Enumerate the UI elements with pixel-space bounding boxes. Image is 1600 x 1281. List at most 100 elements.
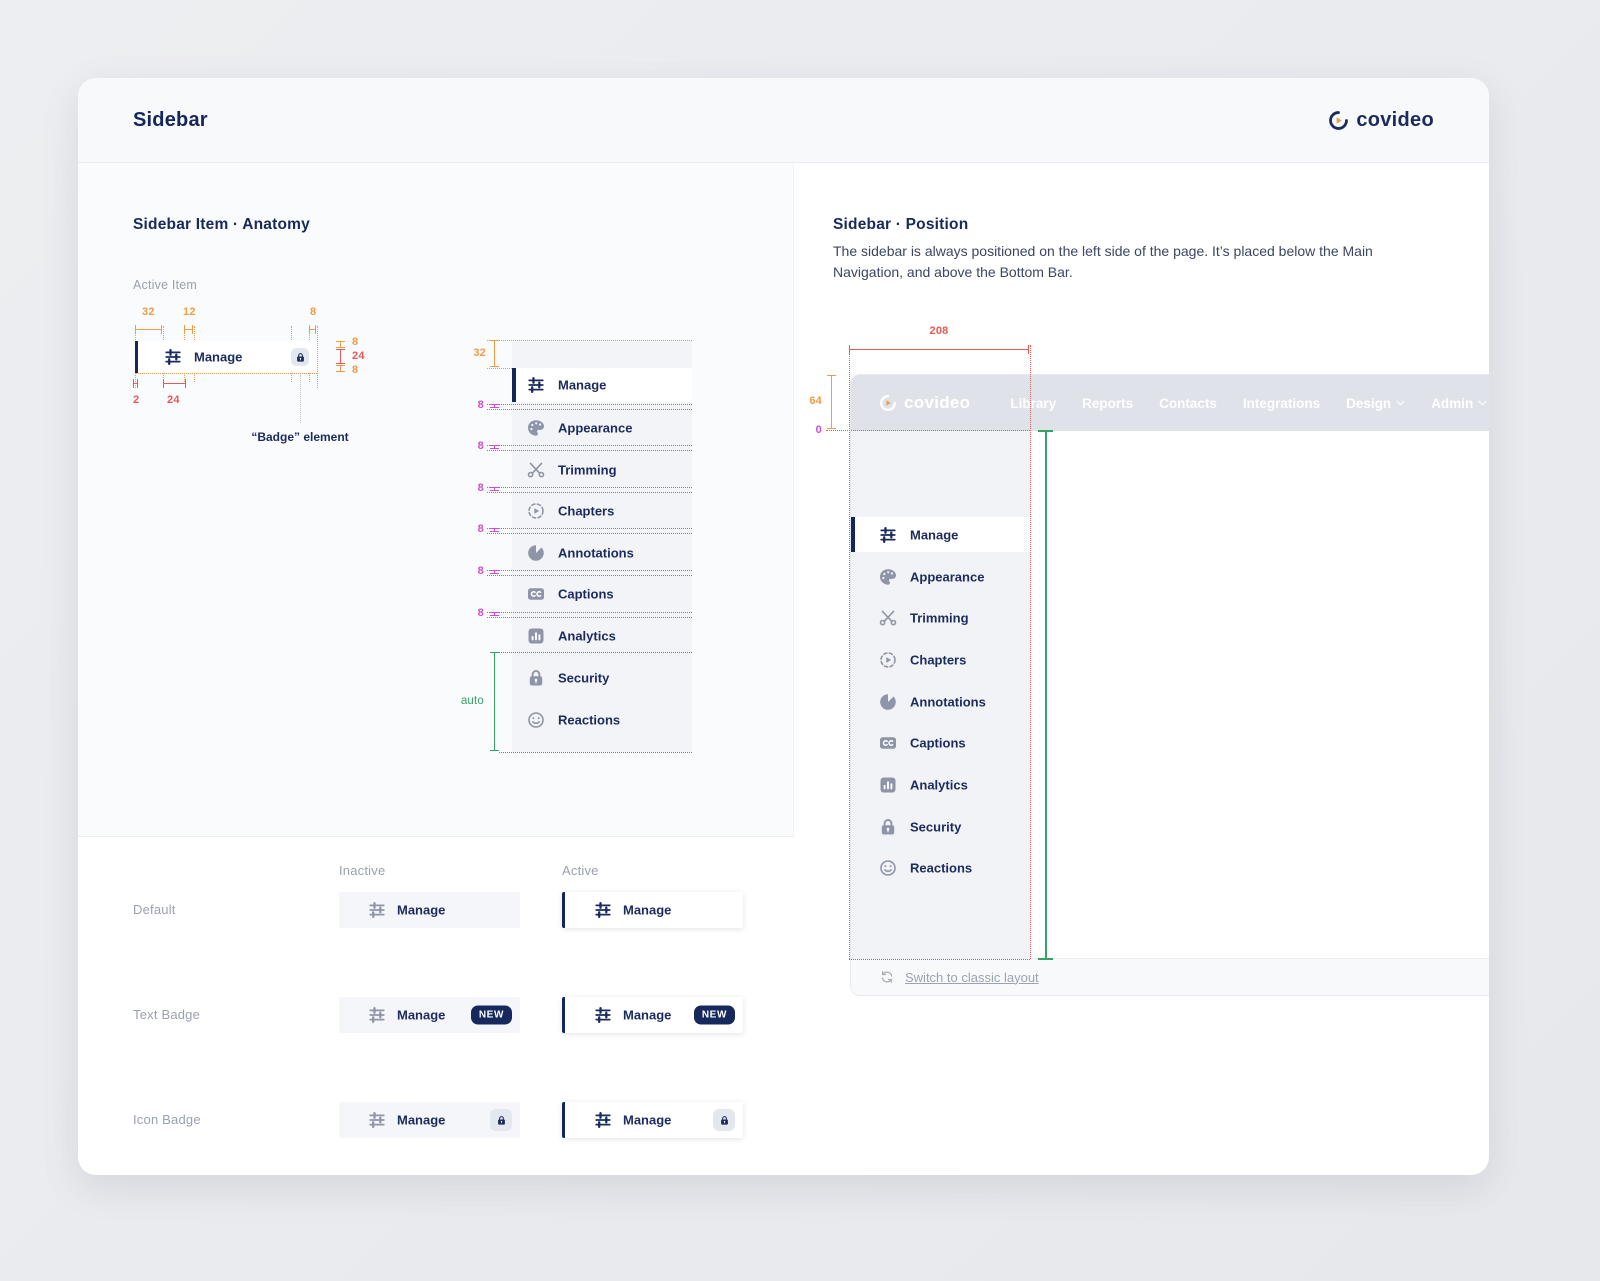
- sidebar-item-trimming[interactable]: Trimming: [512, 453, 692, 487]
- measure-bracket: [133, 379, 138, 388]
- state-cell-textbadge-inactive[interactable]: Manage NEW: [339, 997, 520, 1033]
- sidebar-item-chapters[interactable]: Chapters: [512, 494, 692, 528]
- guide-line: [487, 575, 692, 576]
- sidebar-item-appearance[interactable]: Appearance: [512, 411, 692, 445]
- item-label: Trimming: [558, 462, 617, 478]
- covideo-logo-nav[interactable]: covideo: [879, 393, 970, 413]
- nav-label: Reports: [1082, 395, 1134, 411]
- guide-line: [487, 487, 692, 488]
- card-header: Sidebar covideo: [78, 78, 1489, 163]
- guide-line: [317, 326, 318, 388]
- nav-item-contacts[interactable]: Contacts: [1159, 396, 1217, 411]
- nav-label: Contacts: [1159, 395, 1217, 411]
- sidebar: Manage Appearance Trimming Chapters Anno…: [851, 431, 1031, 960]
- nav-item-design[interactable]: Design: [1346, 396, 1405, 411]
- measure-list-top: 32: [473, 347, 486, 359]
- sliders-icon: [593, 900, 613, 920]
- guide-line: [826, 430, 1030, 431]
- sliders-icon: [878, 525, 898, 545]
- analytics-icon: [526, 626, 546, 646]
- sidebar-item-manage[interactable]: Manage: [851, 517, 1031, 552]
- lock-icon: [878, 817, 898, 837]
- measure-bracket: [184, 325, 193, 334]
- guide-line: [135, 373, 317, 374]
- nav-item-integrations[interactable]: Integrations: [1243, 396, 1320, 411]
- sidebar-item-annotations[interactable]: Annotations: [851, 684, 1031, 719]
- measure-icon-size: 24: [167, 394, 180, 406]
- sliders-icon: [367, 900, 387, 920]
- state-cell-iconbadge-active[interactable]: Manage: [562, 1102, 743, 1138]
- guide-line: [487, 492, 692, 493]
- chevron-down-icon: [1396, 400, 1405, 406]
- measure-pad-top: 8: [352, 336, 359, 348]
- measure-bracket: [309, 325, 316, 334]
- item-label: Chapters: [910, 652, 967, 667]
- covideo-logo: covideo: [1328, 109, 1434, 132]
- state-cell-default-inactive[interactable]: Manage: [339, 892, 520, 928]
- item-label: Annotations: [558, 545, 634, 561]
- nav-item-library[interactable]: Library: [1010, 396, 1056, 411]
- active-indicator-bar: [851, 517, 855, 552]
- nav-item-reports[interactable]: Reports: [1082, 396, 1133, 411]
- page-title: Sidebar: [133, 108, 208, 131]
- guide-line: [487, 528, 692, 529]
- item-label: Security: [910, 819, 962, 834]
- item-label: Manage: [623, 1112, 672, 1128]
- measure-bracket: [336, 341, 345, 348]
- sidebar-item-captions[interactable]: Captions: [512, 577, 692, 611]
- covideo-logo-icon: [879, 394, 897, 412]
- measure-icon-gap: 12: [183, 306, 196, 318]
- measure-bracket: [490, 340, 499, 367]
- app-mockup: covideo Library Reports Contacts Integra…: [850, 374, 1489, 996]
- state-cell-textbadge-active[interactable]: Manage NEW: [562, 997, 743, 1033]
- sidebar-item-analytics[interactable]: Analytics: [512, 619, 692, 653]
- row-label-icon-badge: Icon Badge: [133, 1112, 201, 1127]
- scissors-icon: [526, 460, 546, 480]
- switch-layout-link[interactable]: Switch to classic layout: [905, 969, 1039, 985]
- sidebar-item-reactions[interactable]: Reactions: [851, 850, 1031, 885]
- refresh-icon[interactable]: [879, 969, 895, 985]
- sidebar-item-annotations[interactable]: Annotations: [512, 536, 692, 570]
- guide-line: [487, 612, 692, 613]
- sidebar-item-trimming[interactable]: Trimming: [851, 600, 1031, 635]
- nav-item-admin[interactable]: Admin: [1431, 396, 1487, 411]
- sidebar-item-security[interactable]: Security: [512, 661, 692, 695]
- guide-line: [499, 752, 692, 753]
- smiley-icon: [878, 858, 898, 878]
- measure-auto: auto: [460, 695, 484, 707]
- item-label: Manage: [910, 527, 959, 542]
- sidebar-item-reactions[interactable]: Reactions: [512, 703, 692, 737]
- item-label: Manage: [194, 349, 243, 365]
- item-label: Chapters: [558, 503, 615, 519]
- measure-bracket: [490, 528, 499, 532]
- row-label-default: Default: [133, 902, 176, 917]
- state-cell-default-active[interactable]: Manage: [562, 892, 743, 928]
- sidebar-item-analytics[interactable]: Analytics: [851, 767, 1031, 802]
- measure-bracket: [490, 445, 499, 449]
- sidebar-item-chapters[interactable]: Chapters: [851, 642, 1031, 677]
- measure-sidebar-width: 208: [929, 325, 949, 337]
- anatomy-active-item[interactable]: Manage: [137, 341, 317, 373]
- sidebar-item-captions[interactable]: Captions: [851, 725, 1031, 760]
- position-description: The sidebar is always positioned on the …: [833, 243, 1373, 280]
- state-cell-iconbadge-inactive[interactable]: Manage: [339, 1102, 520, 1138]
- item-label: Manage: [397, 1007, 446, 1023]
- nav-label: Design: [1346, 395, 1392, 411]
- palette-icon: [878, 567, 898, 587]
- lock-badge: [291, 348, 309, 366]
- measure-gap: 8: [477, 440, 484, 452]
- guide-line: [487, 570, 692, 571]
- sidebar-item-appearance[interactable]: Appearance: [851, 559, 1031, 594]
- covideo-wordmark: covideo: [904, 393, 971, 412]
- sidebar-item-security[interactable]: Security: [851, 809, 1031, 844]
- nav-label: Admin: [1431, 395, 1474, 411]
- measure-bracket: [490, 404, 499, 408]
- new-badge: NEW: [470, 1005, 512, 1025]
- guide-line: [487, 445, 692, 446]
- sidebar-item-manage[interactable]: Manage: [512, 368, 692, 402]
- chapters-icon: [878, 650, 898, 670]
- annotation-icon: [878, 692, 898, 712]
- annotation-icon: [526, 543, 546, 563]
- callout-line: [300, 375, 301, 423]
